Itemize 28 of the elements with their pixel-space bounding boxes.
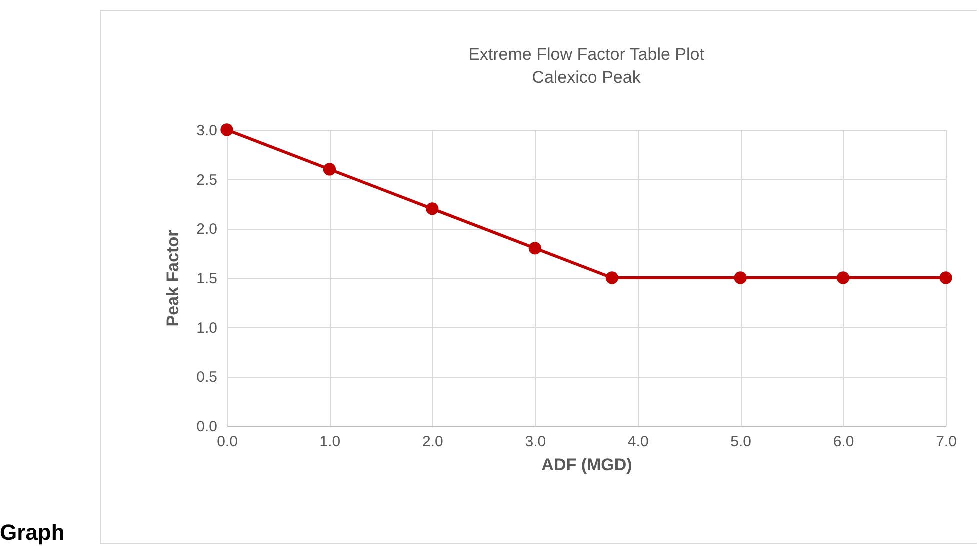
point — [220, 124, 234, 136]
point — [940, 272, 952, 284]
y-tick-label: 0.5 — [196, 369, 218, 386]
x-tick-label: 1.0 — [320, 434, 341, 450]
x-tick-label: 5.0 — [730, 434, 752, 450]
point — [528, 242, 542, 255]
point — [606, 272, 619, 284]
point — [426, 202, 439, 216]
y-tick-label: 1.0 — [196, 320, 218, 337]
point — [734, 272, 747, 284]
y-tick-label: 0.0 — [196, 418, 218, 436]
chart-subtitle: Calexico Peak — [532, 68, 642, 87]
x-tick-label: 6.0 — [833, 434, 854, 450]
point — [323, 163, 336, 176]
point — [836, 272, 850, 284]
x-tick-label: 3.0 — [525, 434, 546, 450]
y-tick-label: 1.5 — [196, 270, 218, 288]
x-tick-label: 7.0 — [936, 434, 957, 450]
y-tick-label: 2.0 — [196, 221, 218, 238]
y-axis-title: Peak Factor — [164, 230, 183, 327]
text: Graph — [0, 520, 65, 546]
x-axis-title: ADF (MGD) — [542, 456, 632, 474]
x-tick-label: 4.0 — [628, 434, 649, 450]
x-tick-label: 2.0 — [422, 434, 444, 450]
chart-title: Extreme Flow Factor Table Plot — [468, 45, 705, 64]
x-tick-label: 0.0 — [217, 434, 238, 450]
y-tick-label: 3.0 — [196, 122, 218, 140]
y-tick-label: 2.5 — [196, 172, 218, 189]
